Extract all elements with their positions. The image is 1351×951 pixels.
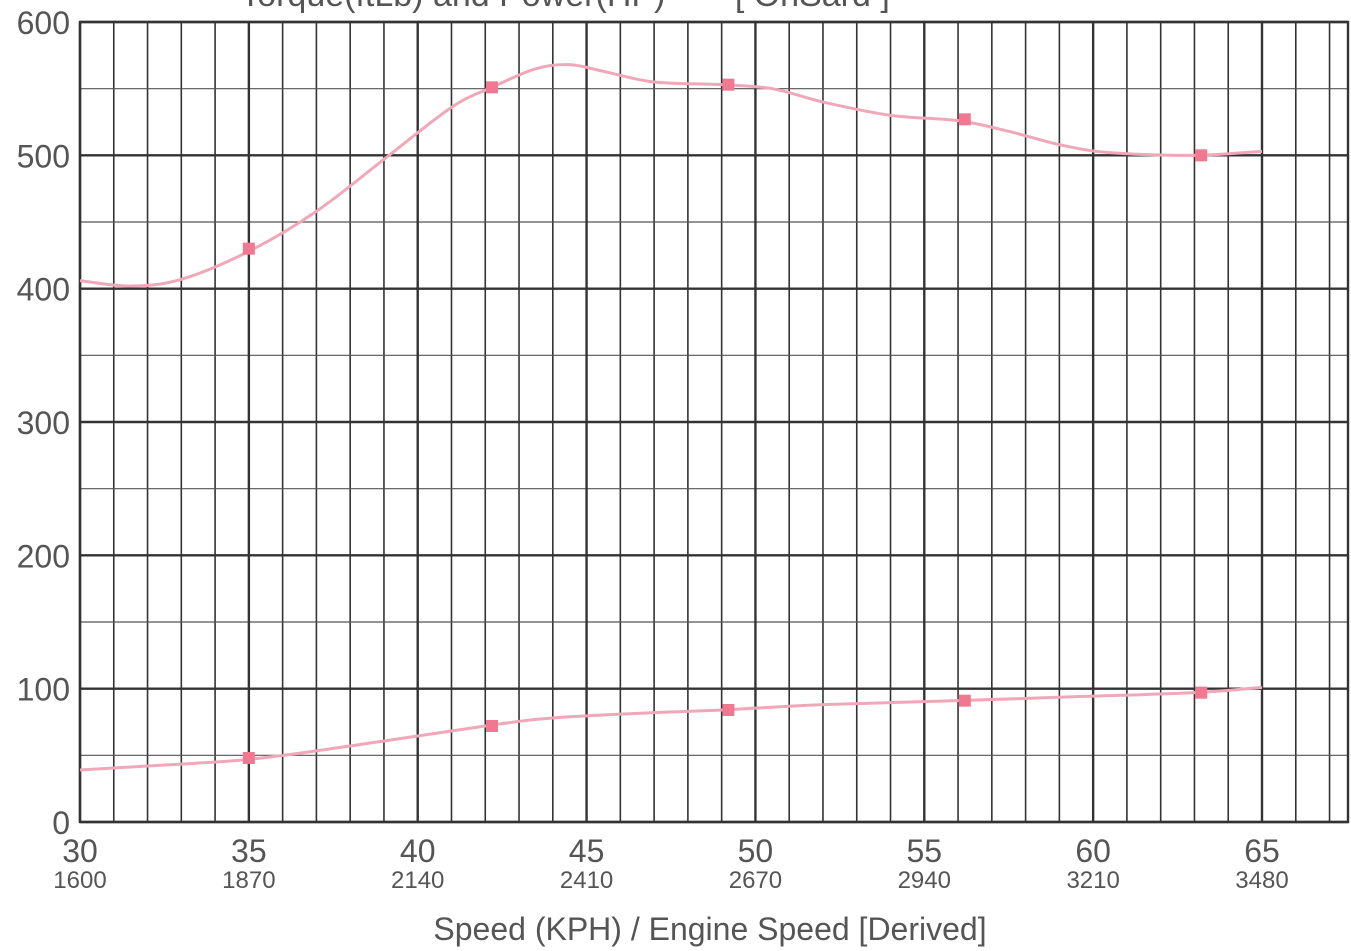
data-point [1195,686,1208,699]
data-point [242,242,255,255]
data-point [486,81,499,94]
x-tick-label: 40 [400,833,436,869]
chart-title: Torque(ftLb) and Power(HP) [ OnSard ] [240,0,890,14]
series-line-1 [79,63,1263,288]
y-axis: 0 100 200 300 400 500 600 [17,5,70,841]
y-tick-label: 500 [17,138,70,174]
data-point [958,113,971,126]
x-tick-label-secondary: 1870 [222,867,275,894]
y-tick-label: 300 [17,405,70,441]
x-axis-label: Speed (KPH) / Engine Speed [Derived] [433,911,986,947]
x-tick-label: 45 [569,833,605,869]
data-point [486,720,499,732]
x-tick-label-secondary: 2410 [560,867,613,894]
x-tick-label-secondary: 2670 [729,867,782,894]
x-tick-label: 65 [1244,833,1280,869]
x-tick-label-secondary: 1600 [53,867,106,894]
x-tick-label: 60 [1075,833,1111,869]
x-tick-label: 35 [231,833,267,869]
data-point [1195,149,1208,162]
data-point [722,78,735,91]
data-point [958,694,971,707]
y-tick-label: 0 [52,805,70,841]
y-tick-label: 600 [17,5,70,41]
y-tick-label: 200 [17,538,70,574]
data-point [242,752,255,764]
x-tick-label-secondary: 2940 [898,867,951,894]
grid [78,20,1350,824]
x-tick-label-secondary: 3480 [1235,867,1288,894]
chart-title-main: Torque(ftLb) and Power(HP) [240,0,665,14]
chart-title-tag: [ OnSard ] [735,0,890,14]
y-tick-label: 100 [17,672,70,708]
x-tick-label: 50 [738,833,774,869]
y-tick-label: 400 [17,272,70,308]
series-line-2 [79,685,1263,772]
x-tick-label: 55 [906,833,942,869]
series-layer [79,63,1263,772]
plot-frame [78,20,1350,824]
x-tick-label-secondary: 3210 [1066,867,1119,894]
x-tick-label-secondary: 2140 [391,867,444,894]
data-point [722,704,735,716]
x-tick-label: 30 [62,833,98,869]
